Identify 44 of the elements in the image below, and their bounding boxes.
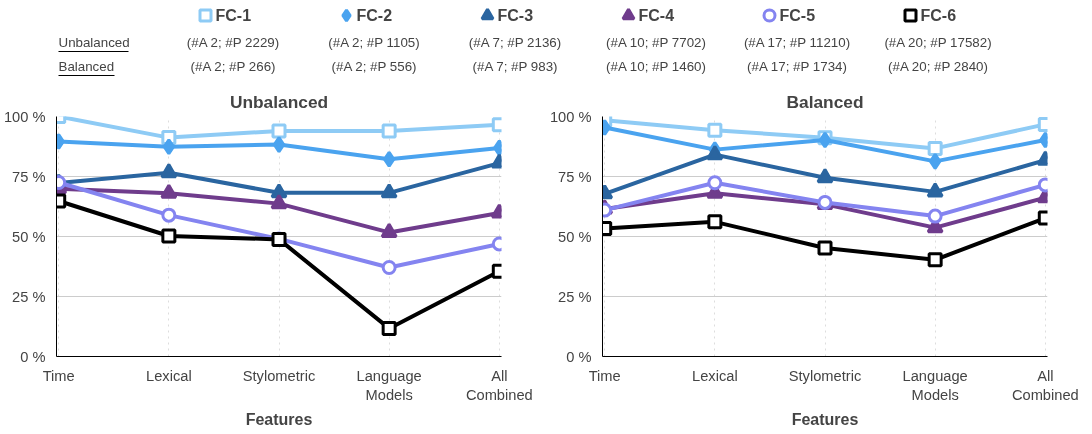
y-tick-label: 75 % bbox=[12, 168, 46, 185]
y-tick-label: 50 % bbox=[558, 228, 592, 245]
y-tick-label: 25 % bbox=[558, 288, 592, 305]
text: (#A 17; #P 11210) bbox=[743, 35, 851, 50]
y-tick-label: 50 % bbox=[12, 228, 46, 245]
legend-label: FC-5 bbox=[779, 7, 816, 24]
text: (#A 17; #P 1734) bbox=[747, 59, 847, 74]
x-tick-label: Language Models bbox=[902, 367, 968, 403]
x-tick-label: Lexical bbox=[146, 367, 192, 384]
x-tick-label: All Combined bbox=[1011, 367, 1079, 403]
legend-label: FC-4 bbox=[638, 7, 675, 24]
x-tick-label: All Combined bbox=[465, 367, 533, 403]
text: (#A 7; #P 983) bbox=[472, 59, 558, 74]
legend-label: FC-1 bbox=[215, 7, 252, 24]
text: (#A 2; #P 556) bbox=[331, 59, 417, 74]
y-tick-label: 25 % bbox=[12, 288, 46, 305]
text: (#A 20; #P 17582) bbox=[884, 35, 992, 50]
x-tick-label: Lexical bbox=[692, 367, 738, 384]
x-tick-label: Stylometric bbox=[242, 367, 316, 384]
x-tick-label: Language Models bbox=[356, 367, 422, 403]
y-tick-label: 100 % bbox=[3, 108, 46, 125]
x-axis-title: Features bbox=[791, 410, 859, 428]
y-tick-label: 0 % bbox=[20, 348, 46, 365]
x-tick-label: Time bbox=[42, 367, 75, 384]
chart-title: Balanced bbox=[786, 91, 864, 112]
text: (#A 20; #P 2840) bbox=[888, 59, 988, 74]
y-tick-label: 100 % bbox=[549, 108, 592, 125]
text: Balanced bbox=[58, 59, 115, 74]
y-tick-label: 75 % bbox=[558, 168, 592, 185]
chart-title: Unbalanced bbox=[229, 91, 329, 112]
text: Unbalanced bbox=[58, 35, 130, 50]
text: (#A 2; #P 266) bbox=[190, 59, 276, 74]
text: (#A 2; #P 2229) bbox=[186, 35, 280, 50]
legend-label: FC-6 bbox=[920, 7, 957, 24]
text: (#A 2; #P 1105) bbox=[328, 35, 420, 50]
legend-label: FC-2 bbox=[356, 7, 393, 24]
text: (#A 10; #P 1460) bbox=[606, 59, 706, 74]
x-axis-title: Features bbox=[245, 410, 313, 428]
x-tick-label: Stylometric bbox=[788, 367, 862, 384]
text: (#A 10; #P 7702) bbox=[606, 35, 706, 50]
text: (#A 7; #P 2136) bbox=[468, 35, 562, 50]
x-tick-label: Time bbox=[588, 367, 621, 384]
legend-label: FC-3 bbox=[497, 7, 534, 24]
y-tick-label: 0 % bbox=[566, 348, 592, 365]
